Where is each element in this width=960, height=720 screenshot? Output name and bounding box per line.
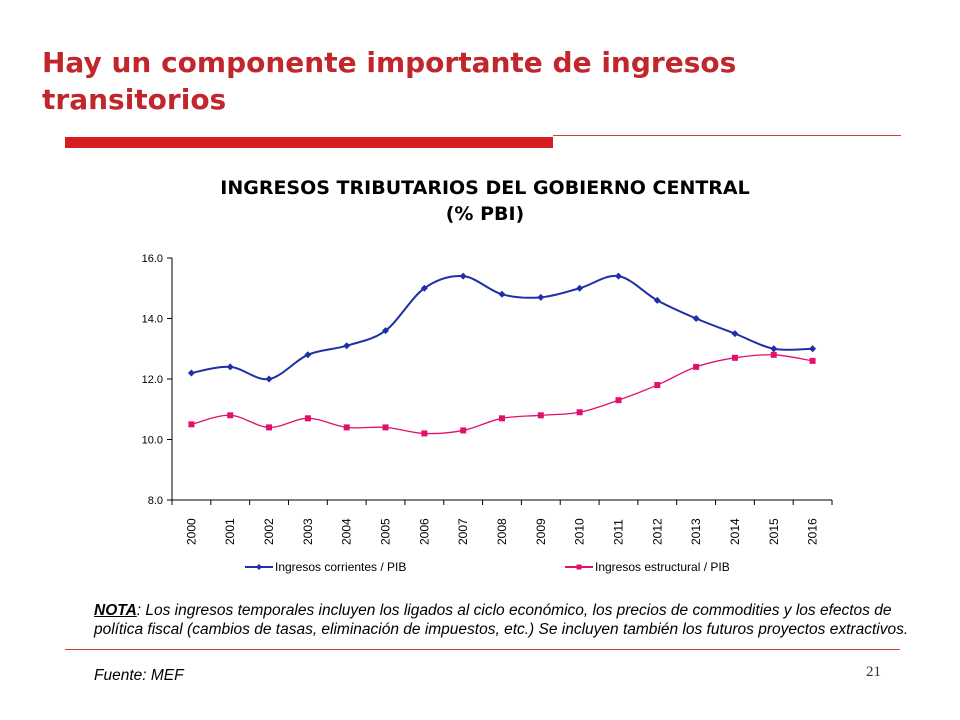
y-tick-label: 10.0 (142, 435, 163, 447)
legend-marker-2 (576, 564, 582, 570)
x-tick-label: 2001 (223, 518, 237, 545)
data-point-series-1 (614, 272, 622, 280)
data-point-series-2 (343, 424, 350, 431)
x-tick-label: 2003 (301, 518, 315, 545)
x-tick-label: 2004 (340, 518, 354, 545)
legend-marker-1 (256, 564, 262, 570)
title-divider-line (553, 135, 901, 136)
legend-label-1: Ingresos corrientes / PIB (275, 560, 406, 574)
data-point-series-2 (227, 412, 234, 419)
data-point-series-1 (226, 363, 234, 371)
chart-title: INGRESOS TRIBUTARIOS DEL GOBIERNO CENTRA… (220, 177, 750, 199)
x-tick-label: 2007 (456, 518, 470, 545)
data-point-series-2 (770, 351, 777, 358)
data-point-series-1 (343, 342, 351, 350)
y-tick-label: 14.0 (142, 314, 163, 326)
data-point-series-1 (498, 290, 506, 298)
data-point-series-2 (731, 354, 738, 361)
data-point-series-1 (809, 345, 817, 353)
legend-label-2: Ingresos estructural / PIB (595, 560, 730, 574)
data-point-series-2 (693, 363, 700, 370)
slide-title: Hay un componente importante de ingresos… (42, 46, 737, 116)
x-tick-label: 2013 (689, 518, 703, 545)
x-tick-label: 2016 (806, 518, 820, 545)
data-point-series-1 (537, 293, 545, 301)
data-point-series-1 (382, 327, 390, 335)
data-point-series-2 (188, 421, 195, 428)
data-point-series-1 (692, 315, 700, 322)
data-point-series-1 (304, 351, 312, 359)
chart-subtitle: (% PBI) (445, 203, 525, 225)
data-point-series-2 (266, 424, 273, 431)
x-tick-label: 2011 (611, 519, 625, 545)
data-point-series-1 (265, 375, 273, 383)
x-tick-label: 2015 (767, 518, 781, 545)
x-tick-label: 2000 (184, 518, 198, 545)
data-point-series-2 (654, 382, 661, 389)
title-accent-bar (65, 137, 553, 148)
data-point-series-2 (460, 427, 467, 434)
source-text: Fuente: MEF (94, 667, 184, 684)
series-line-2 (191, 354, 813, 435)
data-point-series-1 (420, 284, 428, 292)
data-point-series-2 (576, 409, 583, 416)
data-point-series-1 (770, 345, 778, 353)
data-point-series-2 (499, 415, 505, 422)
data-point-series-2 (304, 415, 311, 422)
x-tick-label: 2010 (573, 518, 587, 545)
y-tick-label: 8.0 (148, 495, 163, 507)
note-block: NOTA: Los ingresos temporales incluyen l… (94, 601, 944, 639)
data-point-series-1 (576, 284, 584, 292)
x-tick-label: 2002 (262, 518, 276, 545)
data-point-series-1 (653, 296, 661, 304)
data-point-series-2 (421, 430, 428, 437)
data-point-series-1 (731, 330, 739, 338)
x-tick-label: 2006 (417, 518, 431, 545)
data-point-series-2 (537, 412, 544, 419)
y-tick-label: 16.0 (142, 253, 163, 265)
note-label: NOTA (94, 602, 137, 619)
x-tick-label: 2005 (379, 518, 393, 545)
data-point-series-2 (615, 397, 622, 404)
x-tick-label: 2012 (650, 518, 664, 545)
data-point-series-1 (459, 272, 467, 280)
data-point-series-2 (809, 357, 816, 364)
page-number: 21 (866, 664, 881, 680)
x-tick-label: 2008 (495, 518, 509, 545)
x-tick-label: 2009 (534, 518, 548, 545)
data-point-series-2 (382, 424, 389, 431)
note-text: : Los ingresos temporales incluyen los l… (94, 602, 909, 638)
y-tick-label: 12.0 (142, 374, 163, 386)
footer-divider-line (65, 649, 900, 650)
x-tick-label: 2014 (728, 518, 742, 545)
chart-title-block: INGRESOS TRIBUTARIOS DEL GOBIERNO CENTRA… (180, 175, 790, 227)
data-point-series-1 (187, 369, 195, 377)
